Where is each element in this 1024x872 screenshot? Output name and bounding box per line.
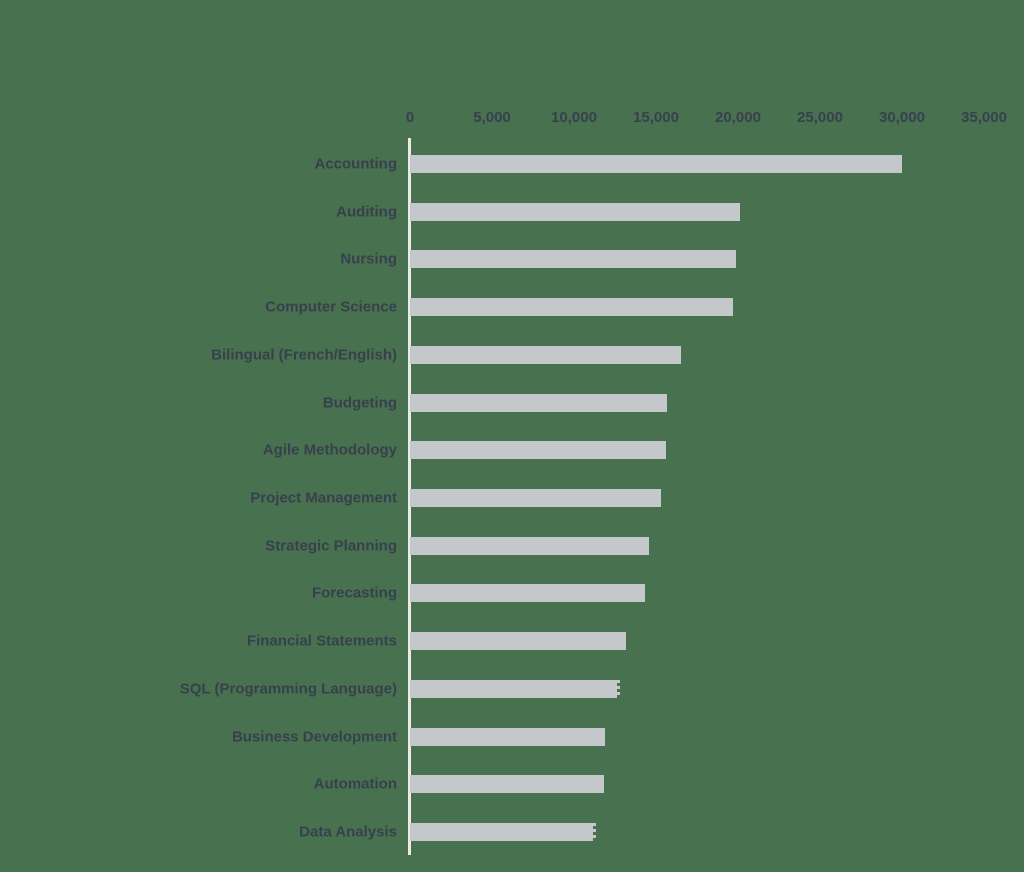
bar-row: Nursing	[0, 236, 1024, 284]
bar-fill	[410, 489, 661, 507]
bar	[410, 155, 902, 174]
bar-row: Financial Statements	[0, 617, 1024, 665]
bar-fill	[410, 393, 668, 412]
bar	[410, 632, 627, 651]
bar-fill	[410, 727, 606, 746]
bar-fill	[410, 536, 650, 555]
category-label: Strategic Planning	[265, 537, 397, 555]
bar-row: Auditing	[0, 188, 1024, 236]
category-label: Bilingual (French/English)	[211, 346, 397, 364]
bar-fill	[410, 584, 645, 603]
category-label: Data Analysis	[299, 823, 397, 841]
x-axis-tick-label: 15,000	[633, 109, 679, 126]
category-label: Forecasting	[311, 584, 397, 602]
bar-row: Agile Methodology	[0, 426, 1024, 474]
bar-row: Bilingual (French/English)	[0, 331, 1024, 379]
x-axis-tick-label: 30,000	[879, 109, 925, 126]
bar-row: Project Management	[0, 474, 1024, 522]
bar	[410, 202, 740, 221]
x-axis-tick-label: 0	[405, 109, 415, 126]
bar	[410, 345, 681, 364]
bar	[410, 298, 734, 317]
bar	[410, 250, 737, 269]
bar-fill	[410, 202, 740, 221]
bar	[410, 489, 661, 507]
bar-fill	[410, 632, 627, 651]
bar-row: Business Development	[0, 713, 1024, 761]
bar-dashed-end	[410, 679, 620, 698]
bar	[410, 536, 650, 555]
dashed-endcap	[593, 822, 597, 841]
category-label: Business Development	[231, 728, 397, 746]
bar-fill	[410, 155, 902, 174]
bar-row: SQL (Programming Language)	[0, 665, 1024, 713]
category-label: Automation	[313, 775, 397, 793]
bar	[410, 584, 645, 603]
bar-fill	[410, 679, 617, 698]
bar	[410, 393, 668, 412]
bar-row: Strategic Planning	[0, 522, 1024, 570]
category-label: SQL (Programming Language)	[179, 680, 397, 698]
bar-fill	[410, 822, 594, 841]
bar-fill	[410, 250, 737, 269]
x-axis-tick-label: 5,000	[473, 109, 511, 126]
bar-row: Data Analysis	[0, 808, 1024, 856]
x-axis-tick-label: 35,000	[961, 109, 1007, 126]
bar	[410, 775, 604, 794]
category-label: Auditing	[336, 203, 397, 221]
bar	[410, 727, 606, 746]
bar-row: Automation	[0, 760, 1024, 808]
bar-row: Forecasting	[0, 570, 1024, 618]
category-label: Agile Methodology	[262, 441, 397, 459]
bar-row: Computer Science	[0, 283, 1024, 331]
x-axis-tick-label: 25,000	[797, 109, 843, 126]
category-label: Accounting	[314, 155, 398, 173]
category-label: Budgeting	[322, 394, 397, 412]
x-axis-tick-label: 10,000	[551, 109, 597, 126]
bar-row: Accounting	[0, 140, 1024, 188]
bar-dashed-end	[410, 822, 597, 841]
category-label: Computer Science	[265, 298, 397, 316]
bar-row: Budgeting	[0, 379, 1024, 427]
bar	[410, 441, 666, 460]
bar-fill	[410, 775, 604, 794]
bar-fill	[410, 298, 734, 317]
bar-fill	[410, 441, 666, 460]
category-label: Project Management	[250, 489, 397, 507]
dashed-endcap	[616, 679, 620, 698]
category-label: Financial Statements	[246, 632, 397, 650]
y-axis-line	[408, 138, 411, 855]
category-label: Nursing	[340, 250, 397, 268]
x-axis-tick-label: 20,000	[715, 109, 761, 126]
bar-fill	[410, 345, 681, 364]
